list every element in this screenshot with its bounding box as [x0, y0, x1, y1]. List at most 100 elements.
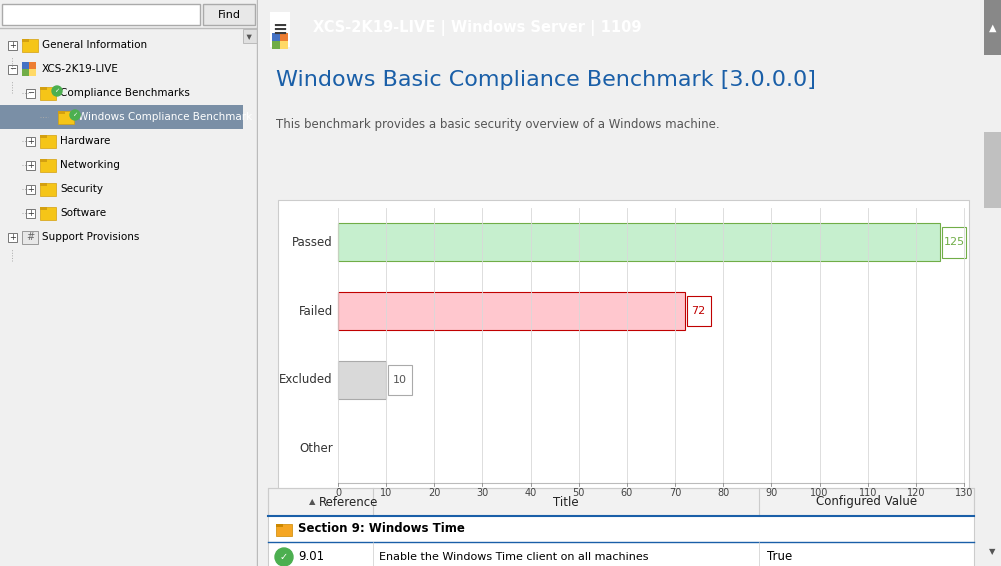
Bar — [29, 62, 36, 69]
Text: Section 9: Windows Time: Section 9: Windows Time — [298, 522, 464, 535]
Text: 9.01: 9.01 — [298, 551, 324, 564]
Text: #: # — [26, 232, 34, 242]
Text: ▼: ▼ — [989, 547, 996, 556]
Bar — [268, 542, 974, 566]
Bar — [58, 110, 65, 114]
Text: This benchmark provides a basic security overview of a Windows machine.: This benchmark provides a basic security… — [276, 118, 720, 131]
Bar — [984, 0, 1001, 55]
Bar — [29, 69, 36, 76]
Bar — [22, 62, 29, 69]
Text: 40: 40 — [525, 488, 537, 498]
Text: 120: 120 — [907, 488, 925, 498]
Text: ✓: ✓ — [54, 88, 60, 93]
Text: 10: 10 — [380, 488, 392, 498]
Text: 10: 10 — [393, 375, 407, 385]
Text: XCS-2K19-LIVE | Windows Server | 1109: XCS-2K19-LIVE | Windows Server | 1109 — [313, 19, 642, 36]
Text: +: + — [27, 161, 34, 169]
Text: Title: Title — [554, 495, 579, 508]
Bar — [40, 158, 56, 171]
Text: 70: 70 — [669, 488, 682, 498]
Text: Find: Find — [217, 10, 240, 20]
Text: Windows Basic Compliance Benchmark [3.0.0.0]: Windows Basic Compliance Benchmark [3.0.… — [276, 70, 816, 90]
Bar — [243, 28, 257, 566]
Bar — [26, 136, 35, 145]
Bar — [272, 33, 280, 41]
Text: 30: 30 — [476, 488, 488, 498]
Text: Support Provisions: Support Provisions — [42, 232, 139, 242]
Text: 80: 80 — [717, 488, 730, 498]
Text: ▲: ▲ — [309, 498, 315, 507]
Bar — [268, 488, 974, 516]
Bar — [276, 524, 292, 536]
Bar — [278, 200, 969, 511]
Text: ◀: ◀ — [247, 33, 253, 38]
Text: 130: 130 — [955, 488, 973, 498]
Bar — [338, 361, 386, 399]
Text: 125: 125 — [943, 237, 965, 247]
Bar — [58, 110, 74, 123]
Text: +: + — [9, 41, 16, 49]
Bar — [268, 488, 974, 566]
Bar — [203, 4, 255, 25]
Bar — [942, 228, 966, 258]
Bar — [40, 182, 47, 186]
Bar — [270, 12, 290, 47]
Bar — [280, 41, 288, 49]
Text: ✓: ✓ — [72, 113, 78, 118]
Text: +: + — [9, 233, 16, 242]
Bar — [40, 135, 47, 138]
Bar — [276, 524, 283, 527]
Bar — [280, 33, 288, 41]
Bar — [40, 207, 47, 209]
Text: +: + — [27, 208, 34, 217]
Bar — [8, 65, 17, 74]
Bar — [22, 230, 38, 243]
Bar — [40, 135, 56, 148]
Text: +: + — [27, 185, 34, 194]
Bar — [40, 182, 56, 195]
Bar — [22, 38, 29, 41]
Text: ▲: ▲ — [989, 23, 996, 32]
Text: 100: 100 — [811, 488, 829, 498]
Bar — [26, 185, 35, 194]
Bar — [243, 29, 257, 43]
Bar — [8, 233, 17, 242]
Bar — [338, 292, 685, 330]
Text: Windows Compliance Benchmark: Windows Compliance Benchmark — [78, 112, 252, 122]
Text: Reference: Reference — [318, 495, 377, 508]
Bar — [26, 88, 35, 97]
Text: 50: 50 — [573, 488, 585, 498]
Bar — [272, 41, 280, 49]
Text: Failed: Failed — [298, 305, 333, 318]
Text: +: + — [27, 136, 34, 145]
Circle shape — [52, 86, 62, 96]
Text: ≡: ≡ — [272, 20, 287, 38]
Bar — [388, 365, 412, 395]
Text: −: − — [27, 88, 34, 97]
Text: 60: 60 — [621, 488, 633, 498]
Text: Compliance Benchmarks: Compliance Benchmarks — [60, 88, 190, 98]
Text: Software: Software — [60, 208, 106, 218]
Text: Excluded: Excluded — [279, 374, 333, 387]
Bar — [40, 207, 56, 220]
Bar — [26, 161, 35, 169]
Circle shape — [70, 110, 80, 120]
Bar — [268, 516, 974, 542]
Text: Configured Value: Configured Value — [816, 495, 917, 508]
Text: 110: 110 — [859, 488, 877, 498]
Text: 90: 90 — [765, 488, 778, 498]
Bar — [22, 69, 29, 76]
Text: Hardware: Hardware — [60, 136, 110, 146]
Bar — [40, 87, 56, 100]
Bar — [2, 4, 200, 25]
Bar — [8, 41, 17, 49]
Text: Other: Other — [299, 442, 333, 455]
Bar — [0, 105, 256, 129]
Text: Passed: Passed — [292, 236, 333, 249]
Text: ✓: ✓ — [280, 552, 288, 562]
Text: True: True — [767, 551, 792, 564]
Bar — [22, 38, 38, 52]
Bar — [40, 87, 47, 89]
Circle shape — [275, 548, 293, 566]
Text: Enable the Windows Time client on all machines: Enable the Windows Time client on all ma… — [379, 552, 649, 562]
